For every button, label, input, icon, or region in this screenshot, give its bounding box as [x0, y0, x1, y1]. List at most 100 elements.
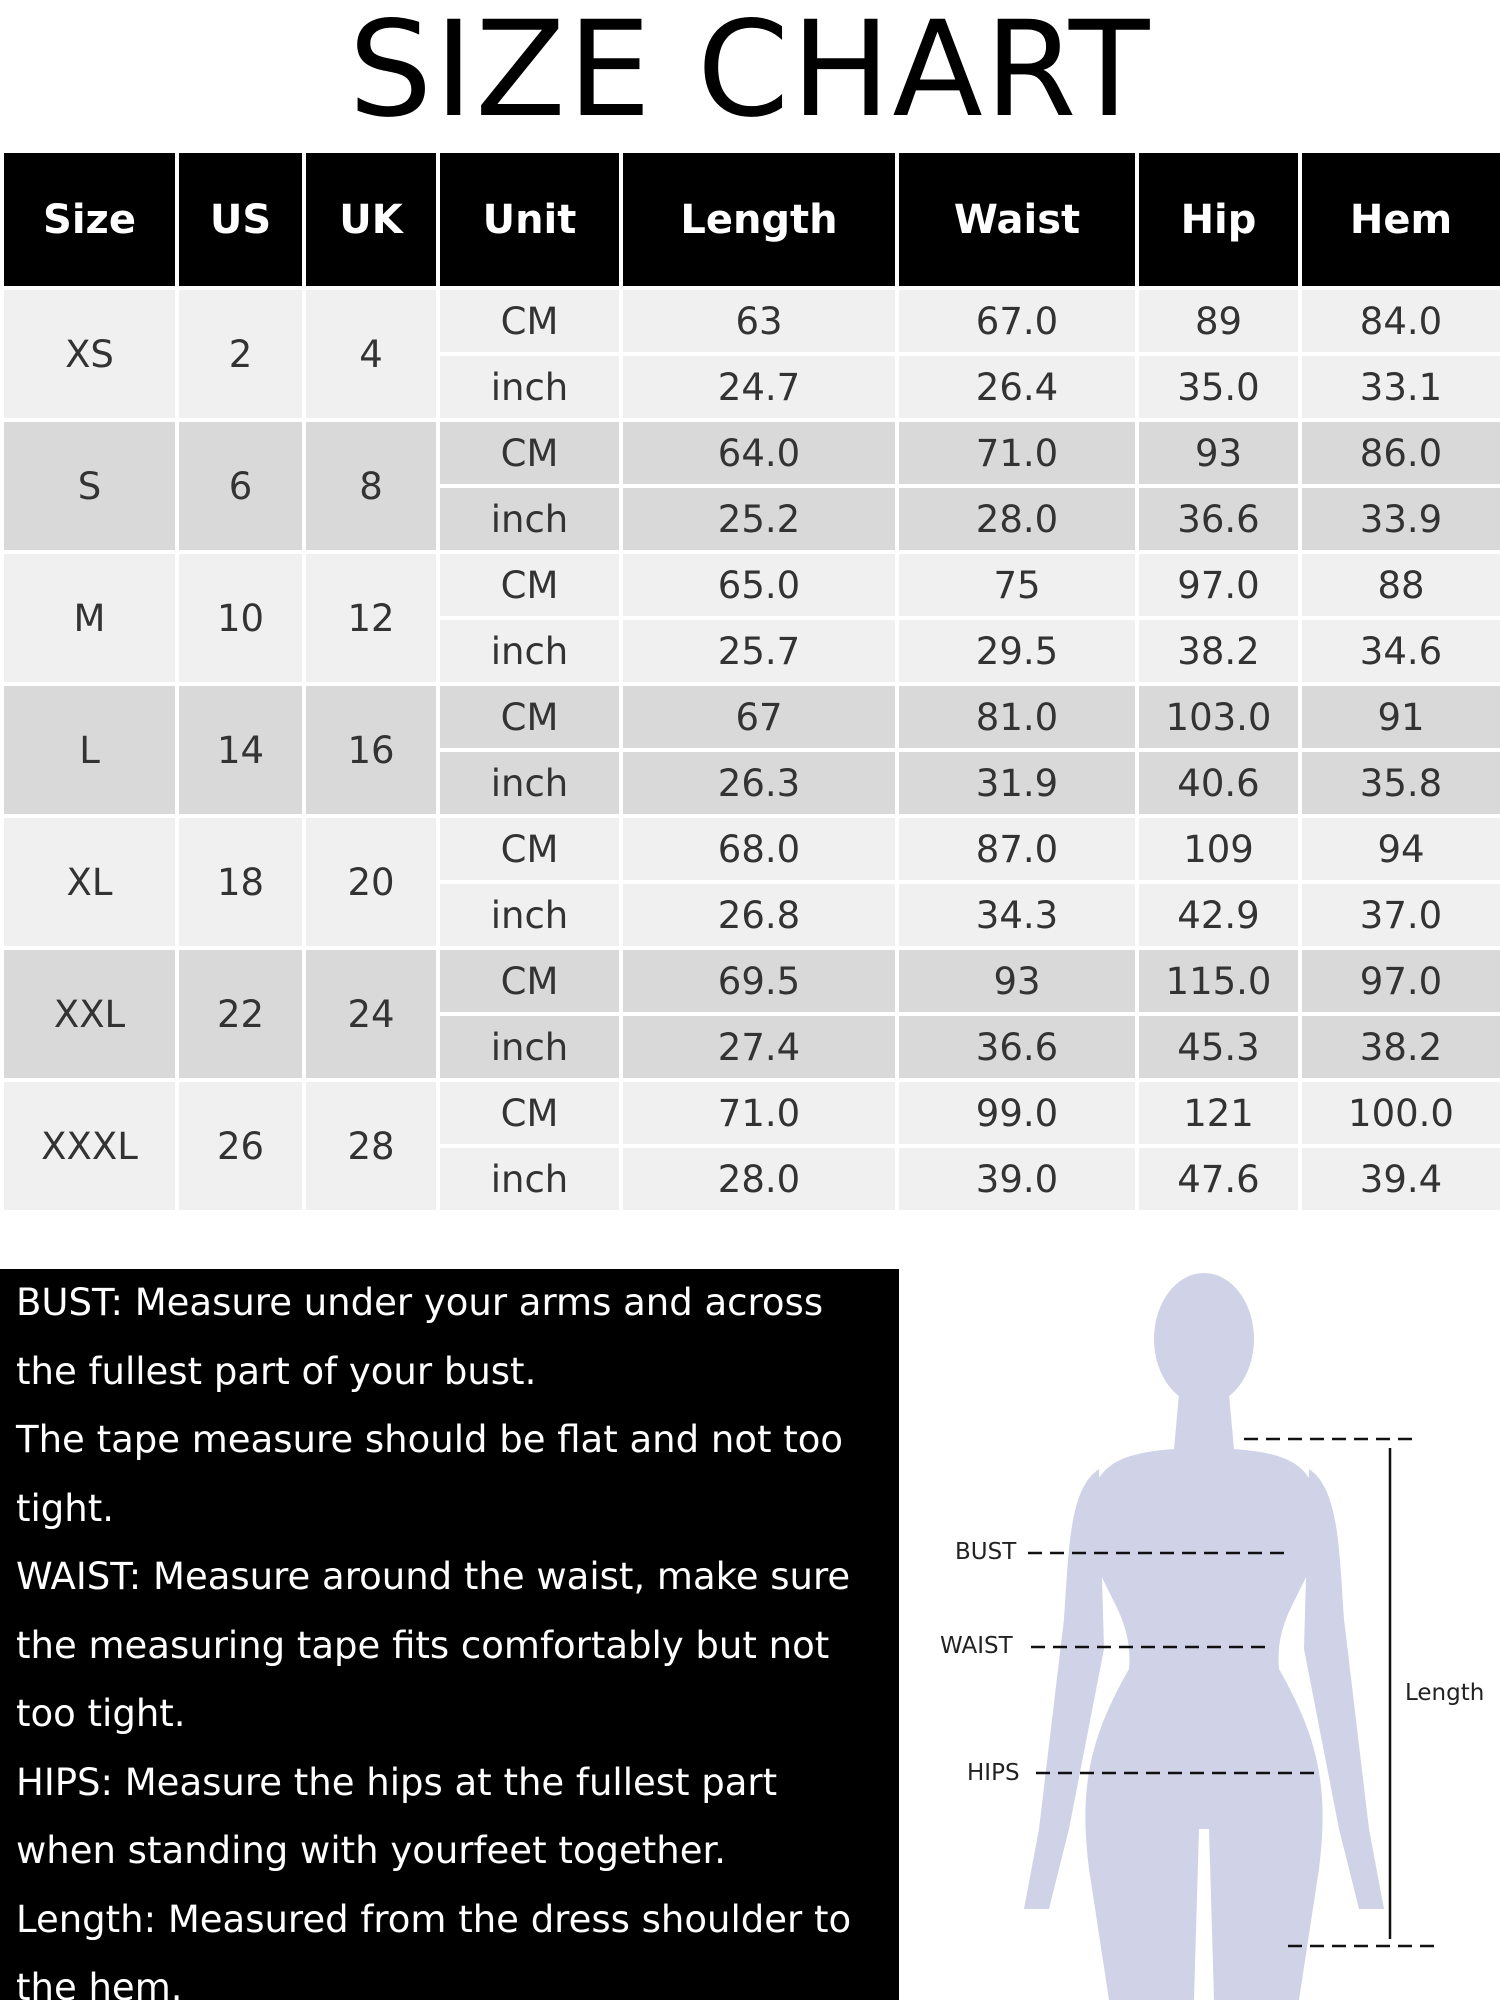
value-cell: 67: [619, 682, 899, 752]
value-cell: 69.5: [619, 946, 899, 1016]
value-cell: 63: [619, 286, 899, 356]
data-row: inch 28.0 39.0 47.6 39.4: [2, 1144, 1500, 1214]
unit-cell: inch: [436, 484, 623, 554]
length-label: Length: [1405, 1680, 1484, 1706]
value-cell: 97.0: [1135, 550, 1302, 620]
value-cell: 33.1: [1298, 352, 1500, 422]
value-cell: 47.6: [1135, 1144, 1302, 1214]
data-row: inch 26.3 31.9 40.6 35.8: [2, 748, 1500, 818]
value-cell: 39.4: [1298, 1144, 1500, 1214]
uk-cell: 24: [302, 946, 440, 1082]
value-cell: 37.0: [1298, 880, 1500, 950]
value-cell: 94: [1298, 814, 1500, 884]
us-cell: 14: [175, 682, 306, 818]
value-cell: 25.2: [619, 484, 899, 554]
header-cell: US: [175, 149, 306, 290]
size-table: Size US UK Unit Length Waist Hip Hem XS 2 4 CM 63 67…: [0, 149, 1500, 1214]
value-cell: 25.7: [619, 616, 899, 686]
unit-cell: inch: [436, 1144, 623, 1214]
value-cell: 28.0: [619, 1144, 899, 1214]
unit-cell: CM: [436, 946, 623, 1016]
unit-cell: CM: [436, 286, 623, 356]
value-cell: 26.3: [619, 748, 899, 818]
value-cell: 68.0: [619, 814, 899, 884]
size-cell: S: [0, 418, 179, 554]
unit-cell: CM: [436, 814, 623, 884]
value-cell: 71.0: [895, 418, 1139, 488]
unit-cell: CM: [436, 418, 623, 488]
waist-label: WAIST: [940, 1633, 1014, 1659]
data-row: XS 2 4 CM 63 67.0 89 84.0: [0, 286, 1500, 422]
unit-cell: CM: [436, 682, 623, 752]
value-cell: 87.0: [895, 814, 1139, 884]
size-cell: M: [0, 550, 179, 686]
uk-cell: 12: [302, 550, 440, 686]
us-cell: 26: [175, 1078, 306, 1214]
uk-cell: 4: [302, 286, 440, 422]
data-row: inch 25.2 28.0 36.6 33.9: [2, 484, 1500, 554]
header-cell: Size: [0, 149, 179, 290]
data-row: M 10 12 CM 65.0 75 97.0 88: [0, 550, 1500, 686]
value-cell: 40.6: [1135, 748, 1302, 818]
us-cell: 22: [175, 946, 306, 1082]
unit-cell: CM: [436, 550, 623, 620]
value-cell: 81.0: [895, 682, 1139, 752]
value-cell: 28.0: [895, 484, 1139, 554]
value-cell: 93: [895, 946, 1139, 1016]
value-cell: 71.0: [619, 1078, 899, 1148]
note-line: The tape measure should be flat and not …: [16, 1418, 844, 1530]
header-cell: Unit: [436, 149, 623, 290]
value-cell: 88: [1298, 550, 1500, 620]
unit-cell: CM: [436, 1078, 623, 1148]
note-line: Length: Measured from the dress shoulder…: [16, 1897, 852, 2000]
value-cell: 34.3: [895, 880, 1139, 950]
value-cell: 34.6: [1298, 616, 1500, 686]
value-cell: 42.9: [1135, 880, 1302, 950]
unit-cell: inch: [436, 616, 623, 686]
us-cell: 18: [175, 814, 306, 950]
unit-cell: inch: [436, 880, 623, 950]
unit-cell: inch: [436, 1012, 623, 1082]
value-cell: 36.6: [1135, 484, 1302, 554]
value-cell: 26.4: [895, 352, 1139, 422]
value-cell: 27.4: [619, 1012, 899, 1082]
value-cell: 33.9: [1298, 484, 1500, 554]
title: SIZE CHART: [348, 0, 1152, 147]
us-cell: 2: [175, 286, 306, 422]
size-cell: XS: [0, 286, 179, 422]
value-cell: 35.8: [1298, 748, 1500, 818]
value-cell: 103.0: [1135, 682, 1302, 752]
silhouette: [1024, 1273, 1384, 2000]
header-cell: UK: [302, 149, 440, 290]
notes: BUST: Measure under your arms and across…: [0, 1269, 899, 2000]
data-row: inch 26.8 34.3 42.9 37.0: [2, 880, 1500, 950]
value-cell: 67.0: [895, 286, 1139, 356]
value-cell: 65.0: [619, 550, 899, 620]
value-cell: 26.8: [619, 880, 899, 950]
value-cell: 109: [1135, 814, 1302, 884]
data-row: XL 18 20 CM 68.0 87.0 109 94: [0, 814, 1500, 950]
size-cell: XL: [0, 814, 179, 950]
value-cell: 45.3: [1135, 1012, 1302, 1082]
value-cell: 91: [1298, 682, 1500, 752]
header-cell: Waist: [895, 149, 1139, 290]
uk-cell: 8: [302, 418, 440, 554]
note-line: BUST: Measure under your arms and across…: [16, 1281, 824, 1393]
value-cell: 97.0: [1298, 946, 1500, 1016]
data-row: L 14 16 CM 67 81.0 103.0 91: [0, 682, 1500, 818]
value-cell: 75: [895, 550, 1139, 620]
size-cell: L: [0, 682, 179, 818]
unit-cell: inch: [436, 352, 623, 422]
value-cell: 100.0: [1298, 1078, 1500, 1148]
value-cell: 115.0: [1135, 946, 1302, 1016]
uk-cell: 20: [302, 814, 440, 950]
data-row: inch 27.4 36.6 45.3 38.2: [2, 1012, 1500, 1082]
value-cell: 99.0: [895, 1078, 1139, 1148]
us-cell: 6: [175, 418, 306, 554]
size-cell: XXXL: [0, 1078, 179, 1214]
data-row: inch 25.7 29.5 38.2 34.6: [2, 616, 1500, 686]
value-cell: 89: [1135, 286, 1302, 356]
header-cell: Hem: [1298, 149, 1500, 290]
figure: BUST WAIST HIPS Length: [940, 1273, 1484, 2000]
hips-label: HIPS: [967, 1760, 1020, 1786]
